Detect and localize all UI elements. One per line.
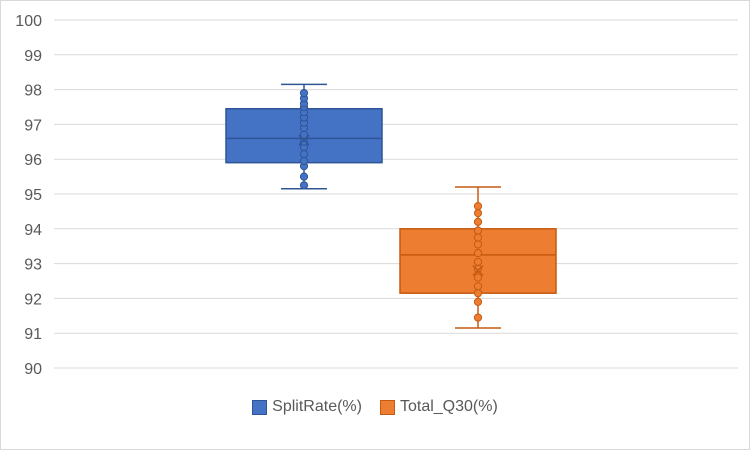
legend-item-total-q30[interactable]: Total_Q30(%) bbox=[379, 398, 498, 416]
data-point-total-q30 bbox=[473, 233, 483, 242]
data-point-splitrate bbox=[299, 156, 309, 166]
data-point-total-q30 bbox=[473, 217, 483, 226]
y-tick-label: 96 bbox=[24, 152, 42, 169]
y-tick-label: 94 bbox=[24, 222, 42, 239]
data-point-total-q30 bbox=[473, 202, 483, 211]
legend: SplitRate(%) Total_Q30(%) bbox=[0, 398, 750, 416]
data-point-total-q30 bbox=[473, 209, 483, 218]
data-point-total-q30 bbox=[473, 313, 483, 322]
y-tick-label: 99 bbox=[24, 48, 42, 65]
data-point-total-q30 bbox=[473, 297, 483, 306]
y-tick-label: 90 bbox=[24, 361, 42, 378]
data-point-total-q30 bbox=[473, 257, 483, 266]
y-tick-label: 92 bbox=[24, 291, 42, 308]
legend-label-splitrate: SplitRate(%) bbox=[272, 398, 362, 415]
data-point-splitrate bbox=[299, 172, 309, 181]
data-point-total-q30 bbox=[473, 240, 483, 249]
mean-marker-splitrate bbox=[298, 134, 310, 146]
data-point-splitrate bbox=[299, 149, 309, 159]
data-point-total-q30 bbox=[473, 289, 483, 298]
data-point-total-q30 bbox=[473, 273, 483, 282]
legend-swatch-total-q30 bbox=[379, 399, 395, 415]
data-point-total-q30 bbox=[473, 226, 483, 235]
y-tick-label: 100 bbox=[15, 13, 42, 30]
legend-swatch-splitrate bbox=[252, 399, 268, 415]
data-point-splitrate bbox=[299, 181, 309, 190]
mean-marker-total-q30 bbox=[472, 265, 484, 277]
data-point-total-q30 bbox=[473, 282, 483, 291]
y-tick-label: 95 bbox=[24, 187, 42, 204]
data-point-total-q30 bbox=[473, 249, 483, 258]
y-tick-label: 93 bbox=[24, 257, 42, 274]
legend-label-total-q30: Total_Q30(%) bbox=[399, 398, 498, 415]
y-tick-label: 91 bbox=[24, 326, 42, 343]
y-tick-label: 98 bbox=[24, 83, 42, 100]
y-tick-label: 97 bbox=[24, 117, 42, 134]
data-point-splitrate bbox=[299, 88, 309, 98]
legend-item-splitrate[interactable]: SplitRate(%) bbox=[252, 398, 362, 416]
